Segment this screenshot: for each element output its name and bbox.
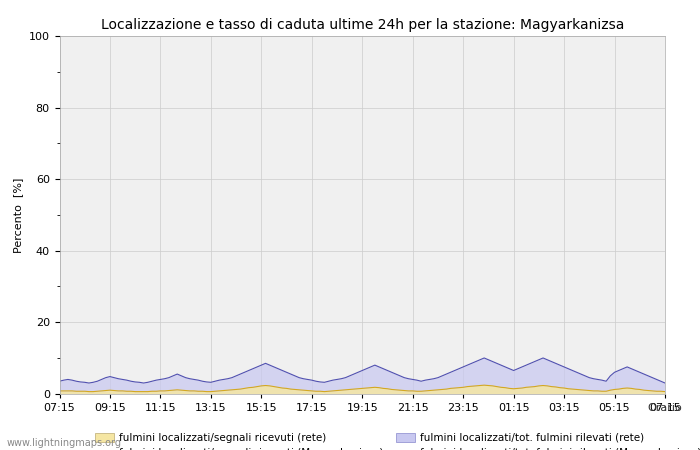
Title: Localizzazione e tasso di caduta ultime 24h per la stazione: Magyarkanizsa: Localizzazione e tasso di caduta ultime … xyxy=(101,18,624,32)
Text: www.lightningmaps.org: www.lightningmaps.org xyxy=(7,438,122,448)
Y-axis label: Percento  [%]: Percento [%] xyxy=(13,177,23,252)
Legend: fulmini localizzati/segnali ricevuti (rete), fulmini localizzati/segnali ricevut: fulmini localizzati/segnali ricevuti (re… xyxy=(95,433,700,450)
Text: Orario: Orario xyxy=(648,403,682,413)
